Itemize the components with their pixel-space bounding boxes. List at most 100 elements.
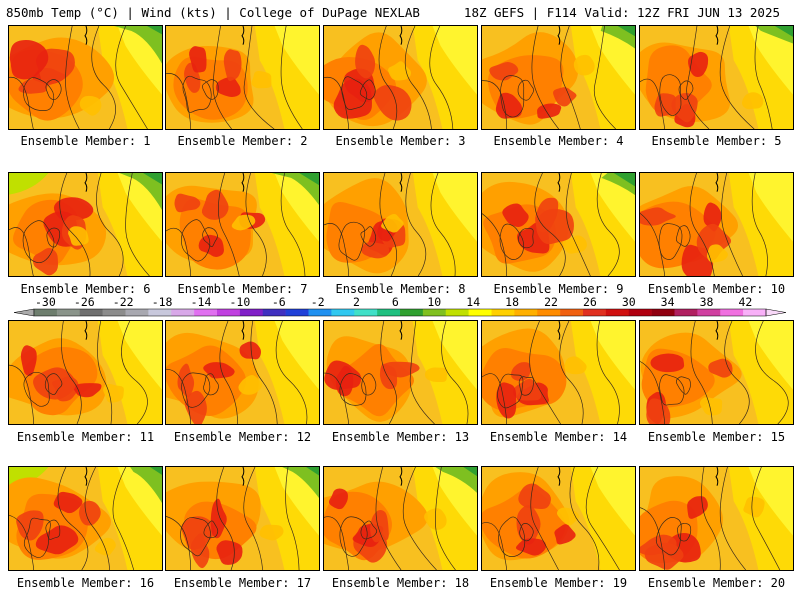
colorbar-swatch [125,309,149,316]
temperature-map [640,321,793,424]
colorbar-swatch [697,309,721,316]
colorbar-swatch [628,309,652,316]
colorbar-swatch [583,309,607,316]
colorbar-tick-label: 22 [544,296,558,309]
colorbar-swatch [354,309,378,316]
colorbar-swatch [514,309,538,316]
ensemble-member-label: Ensemble Member: 2 [177,134,308,148]
ensemble-panel-8[interactable] [323,172,478,277]
temperature-map [9,321,162,424]
temperature-map [166,26,319,129]
ensemble-panel-12[interactable] [165,320,320,425]
colorbar-swatch [445,309,469,316]
ensemble-panel-13[interactable] [323,320,478,425]
colorbar-swatch [743,309,767,316]
colorbar-swatch [194,309,218,316]
ensemble-panel-9[interactable] [481,172,636,277]
colorbar-tick-label: -30 [35,296,56,309]
colorbar-swatch [79,309,103,316]
ensemble-panel-10[interactable] [639,172,794,277]
ensemble-member-label: Ensemble Member: 16 [16,576,155,590]
ensemble-member-label: Ensemble Member: 5 [651,134,782,148]
colorbar-tick-label: 30 [622,296,636,309]
colorbar-swatch [674,309,698,316]
ensemble-member-label: Ensemble Member: 11 [16,430,155,444]
ensemble-panel-18[interactable] [323,466,478,571]
temperature-map [324,321,477,424]
ensemble-panel-15[interactable] [639,320,794,425]
colorbar-tick-label: -18 [152,296,173,309]
colorbar-swatch [56,309,81,316]
colorbar-swatch [377,309,401,316]
colorbar-swatch [308,309,332,316]
temperature-map [324,467,477,570]
colorbar-swatch [34,309,58,316]
ensemble-panel-20[interactable] [639,466,794,571]
colorbar-swatch [537,309,561,316]
ensemble-member-label: Ensemble Member: 4 [493,134,624,148]
colorbar-tick-label: -2 [311,296,325,309]
colorbar-tick-label: 14 [466,296,480,309]
colorbar-tick-label: -14 [191,296,212,309]
ensemble-member-label: Ensemble Member: 1 [20,134,151,148]
temperature-map [166,321,319,424]
model-run-info: 18Z GEFS | F114 Valid: 12Z FRI JUN 13 20… [463,5,780,20]
ensemble-panel-6[interactable] [8,172,163,277]
colorbar-swatch [262,309,286,316]
temperature-map [482,467,635,570]
colorbar-swatch [217,309,241,316]
ensemble-panel-16[interactable] [8,466,163,571]
ensemble-member-label: Ensemble Member: 15 [647,430,786,444]
colorbar-tick-label: -22 [113,296,134,309]
ensemble-panel-5[interactable] [639,25,794,130]
temperature-map [9,26,162,129]
ensemble-member-label: Ensemble Member: 3 [335,134,466,148]
ensemble-panel-7[interactable] [165,172,320,277]
ensemble-member-label: Ensemble Member: 20 [647,576,786,590]
ensemble-panel-1[interactable] [8,25,163,130]
colorbar-swatch [491,309,515,316]
ensemble-member-label: Ensemble Member: 13 [331,430,470,444]
colorbar-graphic: -30 -26 -22 -18 -14 -10 -6 -2 2 6 10 14 18 22 26 30 34 38… [13,296,787,317]
colorbar-swatch [468,309,492,316]
ensemble-member-label: Ensemble Member: 14 [489,430,628,444]
map-title: 850mb Temp (°C) | Wind (kts) | College o… [6,5,420,20]
ensemble-panel-2[interactable] [165,25,320,130]
temperature-map [640,467,793,570]
colorbar-tick-label: -26 [74,296,95,309]
ensemble-panel-19[interactable] [481,466,636,571]
ensemble-member-label: Ensemble Member: 9 [493,282,624,296]
colorbar-tick-label: 18 [505,296,519,309]
temperature-colorbar: -30 -26 -22 -18 -14 -10 -6 -2 2 6 10 14 18 22 26 30 34 38… [0,296,800,326]
colorbar-swatch [171,309,195,316]
temperature-map [482,26,635,129]
colorbar-tick-label: 34 [661,296,675,309]
colorbar-swatch [148,309,172,316]
colorbar-tick-label: 42 [738,296,752,309]
temperature-map [9,467,162,570]
temperature-map [324,26,477,129]
ensemble-member-label: Ensemble Member: 12 [173,430,312,444]
colorbar-swatch [422,309,447,316]
ensemble-panel-17[interactable] [165,466,320,571]
temperature-map [9,173,162,276]
ensemble-panel-11[interactable] [8,320,163,425]
colorbar-swatch [102,309,126,316]
ensemble-panel-14[interactable] [481,320,636,425]
temperature-map [640,26,793,129]
temperature-map [640,173,793,276]
temperature-map [482,321,635,424]
colorbar-swatch [239,309,264,316]
colorbar-tick-label: -6 [272,296,286,309]
ensemble-panel-3[interactable] [323,25,478,130]
colorbar-tick-label: 26 [583,296,597,309]
colorbar-swatch [285,309,309,316]
colorbar-swatch [720,309,744,316]
colorbar-swatch [400,309,424,316]
colorbar-swatch [605,309,630,316]
ensemble-member-label: Ensemble Member: 18 [331,576,470,590]
colorbar-swatch [331,309,355,316]
colorbar-tick-label: 2 [353,296,360,309]
ensemble-panel-4[interactable] [481,25,636,130]
ensemble-member-label: Ensemble Member: 10 [647,282,786,296]
